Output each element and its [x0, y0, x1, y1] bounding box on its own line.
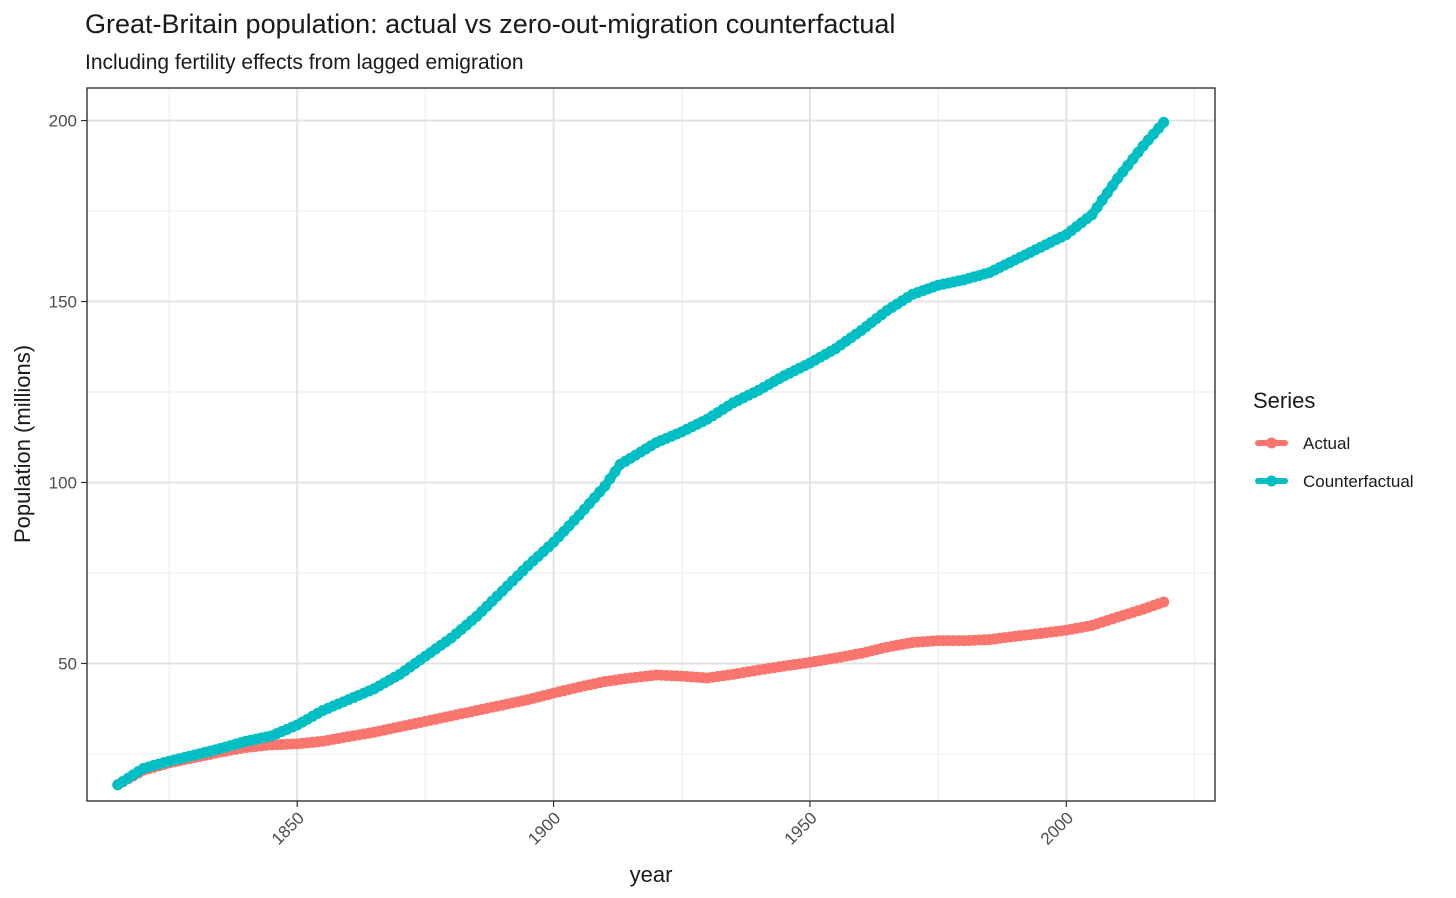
y-tick-label: 150: [49, 293, 77, 312]
data-point-actual: [1158, 596, 1170, 608]
legend-item-actual: Actual: [1255, 434, 1350, 453]
y-tick-label: 200: [49, 112, 77, 131]
grid-minor: [87, 88, 1215, 801]
chart-title: Great-Britain population: actual vs zero…: [85, 9, 895, 39]
x-axis-title: year: [630, 862, 673, 887]
series-counterfactual: [112, 116, 1170, 791]
grid-major: [87, 88, 1215, 801]
y-axis: 50 100 150 200: [49, 112, 87, 673]
series-layer: [112, 116, 1170, 791]
legend-label: Actual: [1303, 434, 1350, 453]
legend-label: Counterfactual: [1303, 472, 1414, 491]
legend-title: Series: [1253, 388, 1315, 413]
y-tick-label: 100: [49, 474, 77, 493]
x-axis: 1850 1900 1950 2000: [268, 801, 1077, 849]
legend-item-counterfactual: Counterfactual: [1255, 472, 1414, 491]
legend-key-dot: [1266, 475, 1277, 487]
legend: Series Actual Counterfactual: [1253, 388, 1414, 491]
plot-border: [86, 87, 1216, 802]
x-tick-label: 1950: [781, 808, 821, 848]
x-tick-label: 1900: [524, 808, 564, 848]
chart-subtitle: Including fertility effects from lagged …: [85, 51, 524, 74]
x-tick-label: 2000: [1037, 808, 1077, 848]
x-tick-label: 1850: [268, 808, 308, 848]
legend-key-dot: [1266, 437, 1277, 449]
y-axis-title: Population (millions): [10, 345, 35, 543]
plot-panel: [86, 87, 1216, 802]
legend-items: Actual Counterfactual: [1255, 434, 1414, 491]
y-tick-label: 50: [58, 654, 77, 673]
data-point-counterfactual: [1158, 116, 1170, 128]
